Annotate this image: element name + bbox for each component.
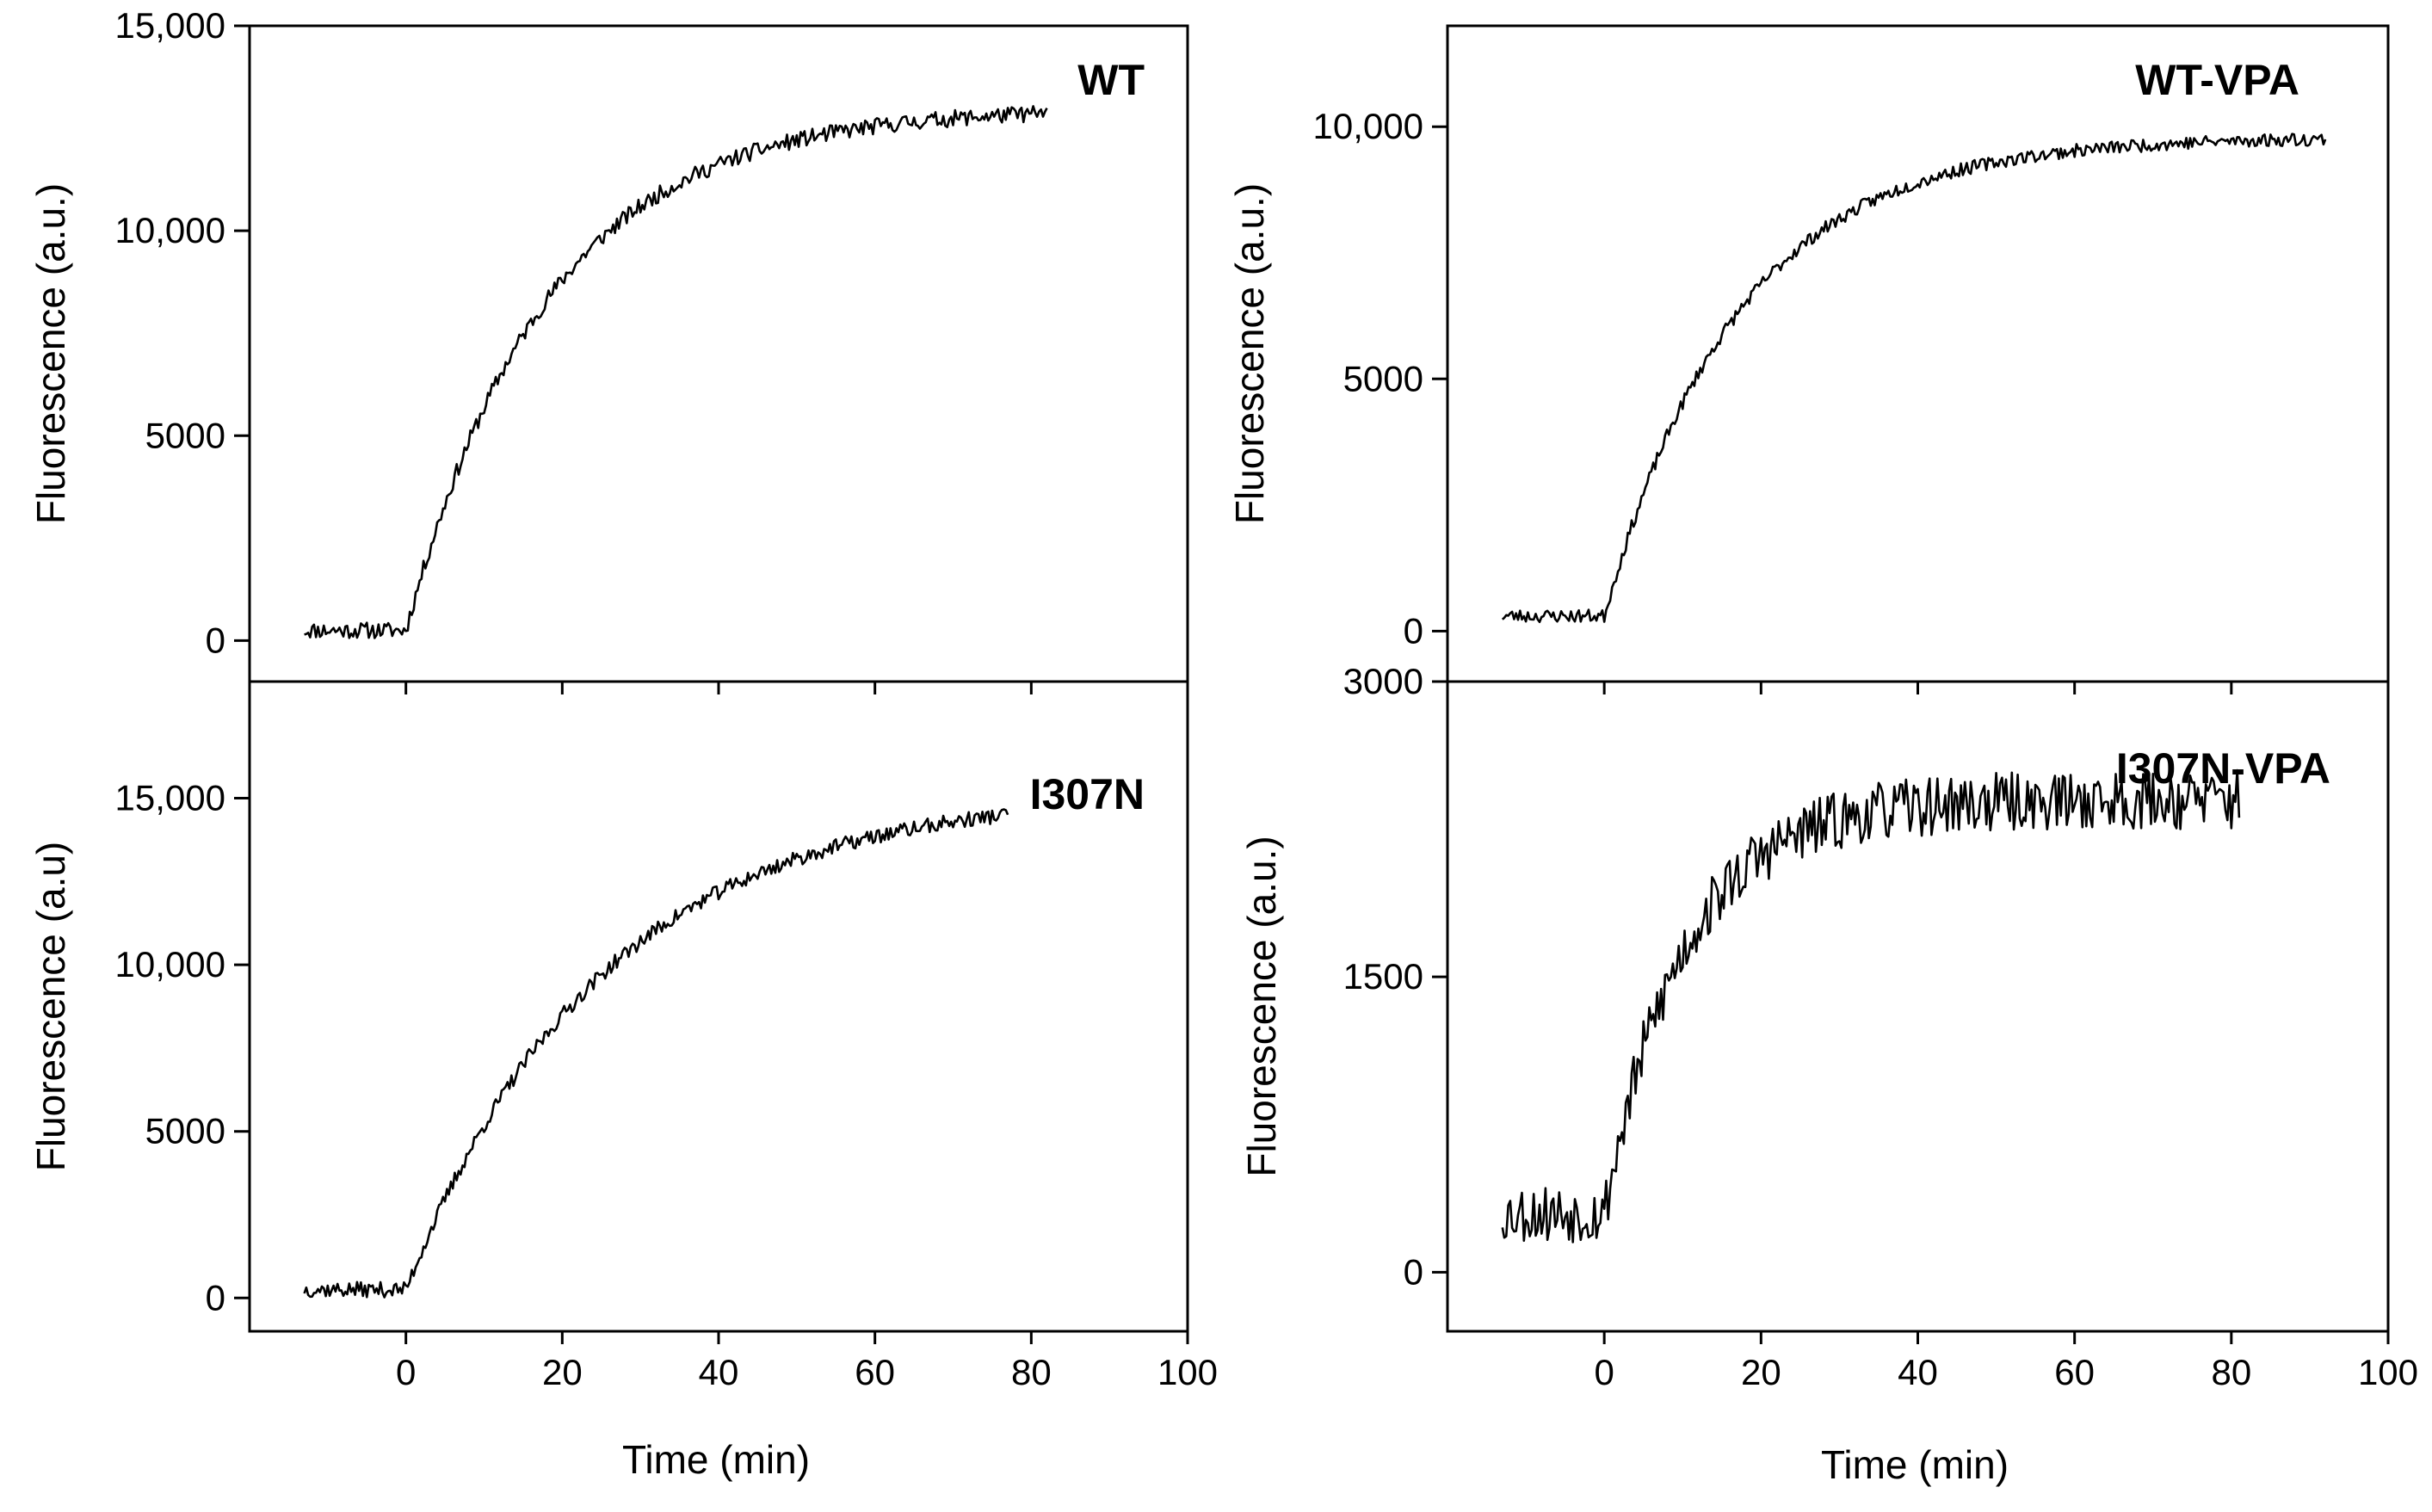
i307n-vpa-y-tick-label: 0 xyxy=(1404,1251,1423,1292)
i307n-y-axis-title: Fluorescence (a.u) xyxy=(28,842,73,1172)
panel-i307n: 0 5000 10,000 15,000 0 20 40 60 80 100 Fluorescenc… xyxy=(28,680,1218,1392)
i307n-vpa-y-axis-title: Fluorescence (a.u.) xyxy=(1239,836,1284,1176)
i307n-vpa-x-tick-label: 60 xyxy=(2054,1352,2095,1392)
wt-y-tick-label: 15,000 xyxy=(115,5,225,46)
wt-y-axis-title: Fluorescence (a.u.) xyxy=(28,183,73,524)
wt-plot-frame xyxy=(248,24,1189,683)
wt-vpa-y-axis-title: Fluorescence (a.u.) xyxy=(1227,183,1272,524)
i307n-series-line xyxy=(303,808,1009,1299)
i307n-vpa-x-tick-label: 0 xyxy=(1594,1352,1614,1392)
wt-vpa-plot-frame xyxy=(1446,24,2390,683)
i307n-x-tick-label: 80 xyxy=(1011,1352,1052,1392)
right-x-axis-title: Time (min) xyxy=(1821,1442,2009,1487)
wt-vpa-panel-title: WT-VPA xyxy=(2135,56,2299,104)
i307n-x-tick-label: 0 xyxy=(396,1352,416,1392)
i307n-vpa-x-tick-label: 20 xyxy=(1741,1352,1781,1392)
i307n-x-tick-label: 40 xyxy=(699,1352,739,1392)
wt-series-line xyxy=(304,105,1048,639)
i307n-vpa-x-tick-label: 40 xyxy=(1898,1352,1938,1392)
wt-vpa-y-tick-label: 0 xyxy=(1404,610,1423,651)
panel-wt: 0 5000 10,000 15,000 Fluorescence (a.u.) WT xyxy=(28,5,1189,694)
i307n-panel-title: I307N xyxy=(1030,770,1145,818)
i307n-y-tick-label: 15,000 xyxy=(115,778,225,818)
panel-i307n-vpa: 0 1500 3000 0 20 40 60 80 100 Fluorescence (a.u.)… xyxy=(1239,661,2418,1392)
wt-y-tick-label: 10,000 xyxy=(115,210,225,250)
i307n-vpa-x-tick-label: 80 xyxy=(2211,1352,2251,1392)
i307n-y-tick-label: 5000 xyxy=(145,1111,225,1151)
i307n-x-tick-label: 100 xyxy=(1157,1352,1218,1392)
wt-vpa-series-line xyxy=(1501,133,2327,624)
i307n-y-tick-label: 0 xyxy=(206,1277,225,1318)
wt-vpa-y-tick-label: 5000 xyxy=(1343,358,1423,398)
panel-wt-vpa: 0 5000 10,000 Fluorescence (a.u.) WT-VPA xyxy=(1227,24,2390,694)
wt-vpa-y-tick-label: 10,000 xyxy=(1313,106,1423,146)
i307n-x-tick-label: 20 xyxy=(542,1352,583,1392)
i307n-vpa-series-line xyxy=(1501,768,2241,1244)
wt-y-tick-label: 5000 xyxy=(145,415,225,455)
i307n-vpa-y-tick-label: 1500 xyxy=(1343,956,1423,997)
i307n-y-tick-label: 10,000 xyxy=(115,944,225,984)
i307n-x-tick-label: 60 xyxy=(855,1352,895,1392)
i307n-vpa-x-tick-label: 100 xyxy=(2358,1352,2418,1392)
left-x-axis-title: Time (min) xyxy=(622,1437,810,1482)
wt-panel-title: WT xyxy=(1077,56,1145,104)
i307n-vpa-y-tick-label: 3000 xyxy=(1343,661,1423,701)
wt-y-tick-label: 0 xyxy=(206,620,225,660)
